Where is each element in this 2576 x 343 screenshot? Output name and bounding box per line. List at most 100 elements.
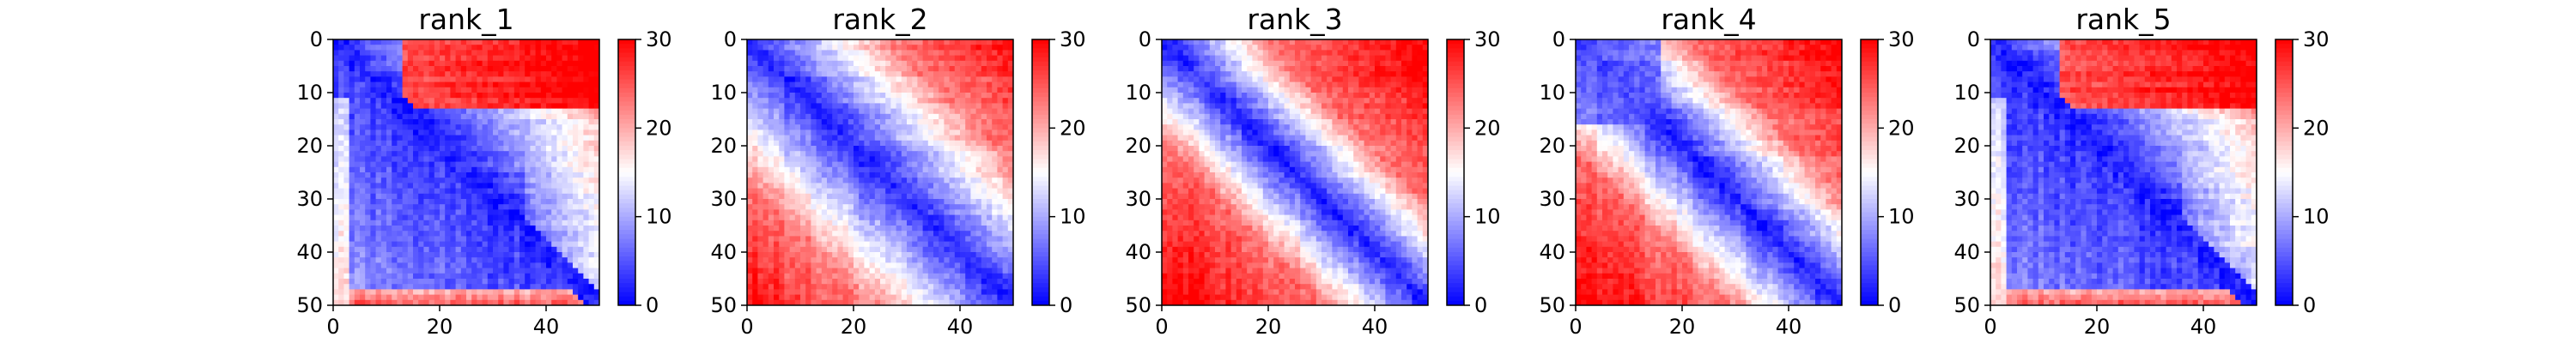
heatmap-cell	[811, 103, 817, 109]
heatmap-cell	[827, 241, 833, 248]
heatmap-cell	[816, 188, 823, 195]
heatmap-cell	[450, 209, 456, 215]
heatmap-cell	[551, 294, 557, 301]
heatmap-cell	[418, 50, 424, 56]
heatmap-cell	[482, 289, 489, 295]
heatmap-cell	[864, 284, 870, 290]
heatmap-cell	[965, 45, 971, 51]
heatmap-cell	[477, 246, 483, 253]
heatmap-cell	[593, 103, 600, 109]
heatmap-cell	[757, 71, 763, 77]
heatmap-cell	[805, 257, 811, 263]
heatmap-cell	[588, 226, 595, 232]
heatmap-cell	[556, 135, 562, 141]
heatmap-cell	[970, 55, 976, 62]
heatmap-cell	[567, 172, 574, 178]
heatmap-cell	[466, 93, 472, 99]
heatmap-cell	[752, 151, 758, 157]
heatmap-cell	[466, 172, 472, 178]
heatmap-cell	[779, 262, 785, 268]
heatmap-cell	[588, 209, 595, 215]
heatmap-cell	[965, 279, 971, 285]
heatmap-cell	[970, 183, 976, 189]
heatmap-cell	[365, 214, 371, 221]
heatmap-cell	[965, 166, 971, 173]
heatmap-cell	[944, 76, 950, 82]
heatmap-cell	[551, 289, 557, 295]
heatmap-cell	[816, 71, 823, 77]
heatmap-cell	[498, 289, 504, 295]
heatmap-cell	[583, 129, 589, 135]
heatmap-cell	[588, 124, 595, 130]
heatmap-cell	[540, 204, 547, 210]
heatmap-cell	[944, 81, 950, 88]
heatmap-cell	[805, 183, 811, 189]
heatmap-cell	[482, 220, 489, 226]
heatmap-cell	[949, 50, 956, 56]
heatmap-cell	[874, 246, 881, 253]
heatmap-cell	[997, 156, 1003, 162]
heatmap-cell	[944, 236, 950, 242]
heatmap-cell	[525, 273, 531, 280]
heatmap-cell	[434, 103, 440, 109]
heatmap-cell	[842, 140, 849, 147]
heatmap-cell	[949, 214, 956, 221]
heatmap-cell	[784, 39, 790, 45]
heatmap-cell	[949, 60, 956, 67]
heatmap-cell	[434, 50, 440, 56]
heatmap-cell	[588, 87, 595, 93]
heatmap-cell	[805, 262, 811, 268]
heatmap-cell	[535, 108, 542, 115]
heatmap-cell	[535, 60, 542, 67]
heatmap-cell	[593, 156, 600, 162]
heatmap-cell	[386, 129, 392, 135]
heatmap-cell	[380, 108, 387, 115]
heatmap-cell	[343, 124, 349, 130]
heatmap-cell	[567, 129, 574, 135]
heatmap-cell	[583, 87, 589, 93]
heatmap-cell	[460, 294, 467, 301]
heatmap-cell	[445, 156, 451, 162]
heatmap-cell	[455, 166, 462, 173]
heatmap-cell	[800, 119, 806, 125]
heatmap-cell	[573, 76, 579, 82]
heatmap-cell	[477, 214, 483, 221]
heatmap-cell	[530, 151, 536, 157]
heatmap-cell	[471, 166, 477, 173]
heatmap-cell	[821, 161, 828, 168]
heatmap-cell	[562, 188, 568, 195]
heatmap-cell	[562, 66, 568, 72]
heatmap-cell	[944, 220, 950, 226]
heatmap-cell	[949, 129, 956, 135]
heatmap-cell	[927, 204, 934, 210]
heatmap-cell	[551, 262, 557, 268]
heatmap-cell	[912, 193, 918, 200]
heatmap-cell	[992, 66, 998, 72]
heatmap-cell	[890, 246, 896, 253]
heatmap-cell	[789, 268, 796, 274]
heatmap-cell	[392, 108, 398, 115]
heatmap-cell	[386, 226, 392, 232]
heatmap-cell	[525, 262, 531, 268]
heatmap-cell	[907, 226, 913, 232]
heatmap-cell	[556, 60, 562, 67]
heatmap-cell	[455, 98, 462, 104]
heatmap-cell	[901, 236, 908, 242]
colorbar-segment	[618, 114, 635, 120]
heatmap-cell	[562, 273, 568, 280]
heatmap-cell	[380, 55, 387, 62]
heatmap-cell	[789, 45, 796, 51]
heatmap-cell	[583, 146, 589, 152]
heatmap-cell	[1002, 119, 1009, 125]
heatmap-cell	[482, 135, 489, 141]
heatmap-cell	[370, 151, 376, 157]
heatmap-cell	[360, 214, 366, 221]
heatmap-cell	[338, 87, 344, 93]
heatmap-cell	[832, 268, 838, 274]
heatmap-cell	[402, 268, 409, 274]
heatmap-cell	[556, 199, 562, 205]
heatmap-cell	[842, 71, 849, 77]
heatmap-cell	[949, 45, 956, 51]
heatmap-cell	[407, 39, 414, 45]
heatmap-cell	[397, 103, 403, 109]
